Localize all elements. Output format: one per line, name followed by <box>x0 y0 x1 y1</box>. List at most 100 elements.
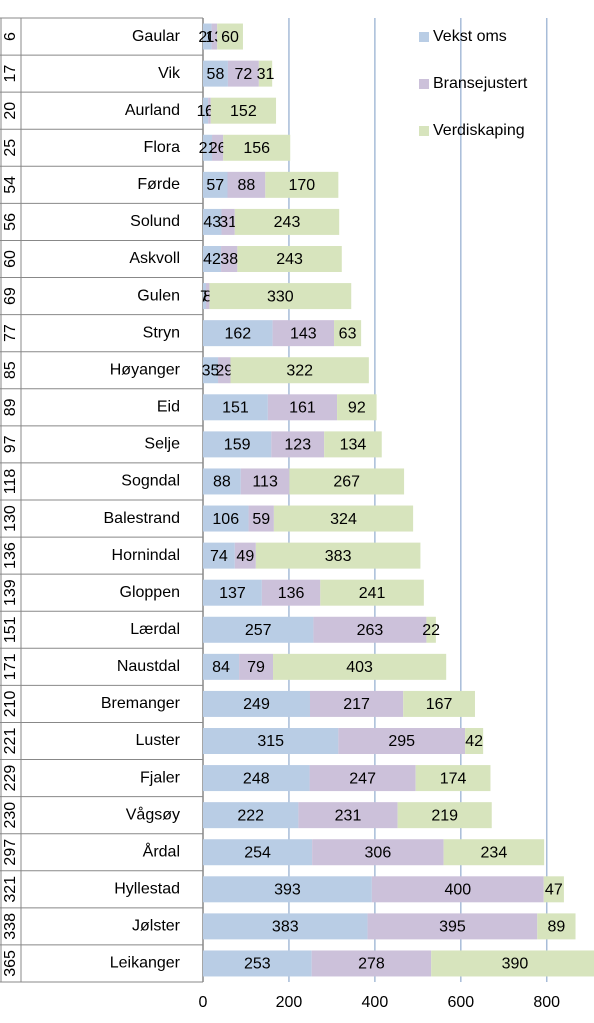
bar-segment <box>203 616 314 643</box>
x-tick-label: 800 <box>533 994 560 1011</box>
bar-segment <box>537 913 576 940</box>
data-label: 26 <box>209 140 227 157</box>
data-label: 383 <box>272 919 299 936</box>
data-label: 231 <box>335 807 362 824</box>
category-label: Luster <box>136 732 181 749</box>
rank-label: 139 <box>2 579 19 606</box>
category-label: Bremanger <box>101 695 181 712</box>
bar-segment <box>403 690 475 717</box>
bar-segment <box>240 468 290 495</box>
rank-label: 69 <box>2 287 19 305</box>
bar-segment <box>210 97 277 124</box>
bar-segment <box>209 283 352 310</box>
data-label: 60 <box>221 29 239 46</box>
data-label: 253 <box>244 956 271 973</box>
bar-segment <box>203 60 228 87</box>
data-label: 89 <box>548 919 566 936</box>
category-label: Sogndal <box>121 473 180 490</box>
data-label: 257 <box>245 622 272 639</box>
bar-segment <box>203 653 240 680</box>
bar-segment <box>465 728 484 754</box>
bar-segment <box>309 690 404 717</box>
bar-segment <box>227 60 259 87</box>
bar-segment <box>203 394 268 421</box>
data-label: 88 <box>237 177 255 194</box>
bar-segment <box>397 802 492 829</box>
bar-segment <box>543 876 564 903</box>
bar-segment <box>230 357 369 384</box>
legend-label: Vekst oms <box>433 28 507 45</box>
bar-segment <box>203 283 207 310</box>
bar-segment <box>234 542 256 569</box>
bar-segment <box>203 431 272 458</box>
x-tick-label: 600 <box>447 994 474 1011</box>
data-label: 243 <box>276 251 303 268</box>
data-label: 249 <box>243 696 270 713</box>
category-label: Gulen <box>137 287 180 304</box>
bar-segment <box>203 208 222 235</box>
data-label: 247 <box>349 770 376 787</box>
bar-segment <box>221 246 238 272</box>
bar-segment <box>206 283 210 310</box>
bar-segment <box>203 913 368 940</box>
data-label: 400 <box>444 882 471 899</box>
data-label: 161 <box>289 400 316 417</box>
x-tick-label: 400 <box>362 994 389 1011</box>
bar-segment <box>248 505 274 532</box>
bar-segment <box>258 60 273 87</box>
legend-label: Bransejustert <box>433 75 528 92</box>
data-label: 241 <box>359 585 386 602</box>
data-label: 263 <box>357 622 384 639</box>
category-label: Flora <box>144 139 181 156</box>
category-label: Aurland <box>125 102 180 119</box>
rank-label: 20 <box>2 102 19 120</box>
bar-segment <box>337 394 377 421</box>
bar-segment <box>313 616 427 643</box>
category-label: Leikanger <box>110 955 181 972</box>
data-label: 42 <box>203 251 221 268</box>
data-label: 152 <box>230 103 257 120</box>
data-label: 84 <box>212 659 230 676</box>
rank-label: 230 <box>2 802 19 829</box>
data-label: 217 <box>343 696 370 713</box>
data-label: 151 <box>222 400 249 417</box>
data-label: 92 <box>348 400 366 417</box>
rank-label: 77 <box>2 324 19 342</box>
rank-label: 338 <box>2 913 19 940</box>
category-label: Jølster <box>132 918 181 935</box>
bar-segment <box>203 23 212 50</box>
bar-segment <box>298 802 398 829</box>
bar-segment <box>334 320 362 347</box>
bar-segment <box>415 765 491 792</box>
category-label: Askvoll <box>129 250 180 267</box>
bar-segment <box>203 246 222 272</box>
bar-segment <box>211 23 218 50</box>
bar-segment <box>223 134 291 161</box>
bar-segment <box>212 134 224 161</box>
data-label: 174 <box>440 770 467 787</box>
bar-segment <box>217 23 243 50</box>
rank-label: 221 <box>2 728 19 755</box>
bar-segment <box>203 357 219 384</box>
bar-segment <box>271 431 325 458</box>
data-label: 330 <box>267 288 294 305</box>
rank-label: 365 <box>2 950 19 977</box>
data-label: 315 <box>257 733 284 750</box>
data-label: 324 <box>330 511 357 528</box>
data-label: 306 <box>365 844 392 861</box>
bar-segment <box>203 542 235 569</box>
data-label: 72 <box>234 66 252 83</box>
bar-segment <box>203 690 310 717</box>
data-label: 74 <box>210 548 228 565</box>
data-label: 88 <box>213 474 231 491</box>
rank-label: 6 <box>2 32 19 41</box>
bar-segment <box>203 468 241 495</box>
bar-segment <box>320 579 424 606</box>
rank-label: 60 <box>2 250 19 268</box>
bar-segment <box>311 950 432 977</box>
data-label: 248 <box>243 770 270 787</box>
bar-segment <box>203 728 339 754</box>
bar-segment <box>203 505 249 532</box>
bar-segment <box>443 839 545 866</box>
